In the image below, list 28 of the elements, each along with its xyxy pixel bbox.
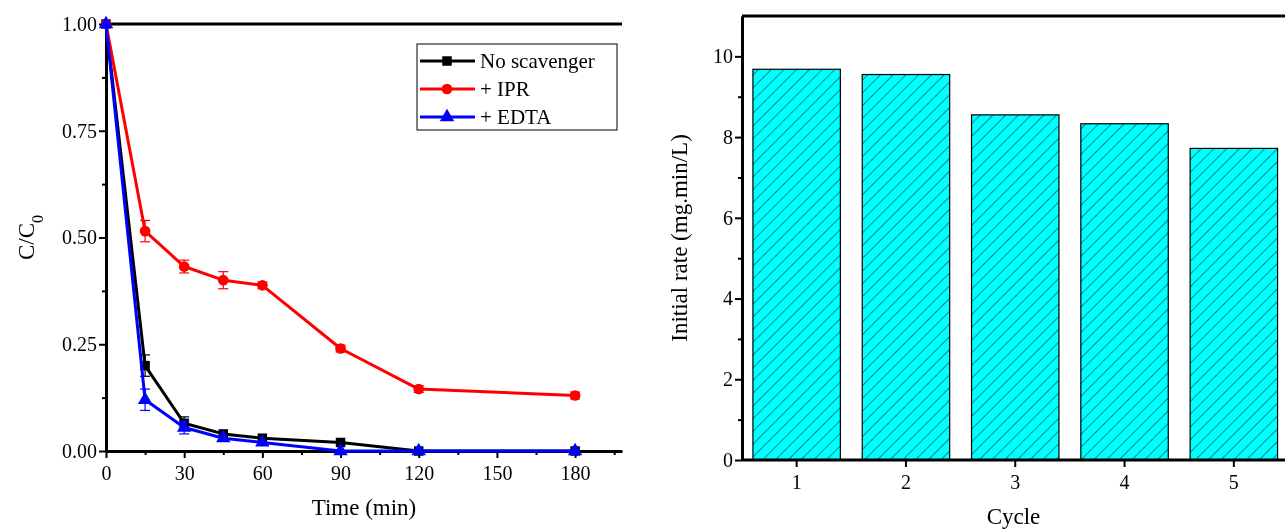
legend-label: + IPR [480,77,530,101]
y-tick-label: 8 [723,125,733,148]
x-tick-label: 30 [174,462,195,484]
x-tick-label: 3 [1010,471,1021,493]
x-tick-label: 0 [101,462,112,484]
y-tick-label: 4 [723,287,733,310]
x-tick-label: 150 [482,462,513,484]
y-tick-label: 0.75 [62,119,97,142]
x-tick-label: 4 [1119,471,1130,493]
x-axis-title: Time (min) [311,495,417,520]
x-tick-label: 5 [1228,471,1239,493]
legend-label: + EDTA [480,105,553,129]
y-tick-label: 0.50 [62,226,97,249]
y-tick-label: 1.00 [62,12,97,35]
y-tick-label: 0.25 [62,333,97,356]
x-tick-label: 180 [560,462,591,484]
y-tick-label: 6 [723,206,733,229]
x-tick-label: 1 [791,471,802,493]
x-tick-label: 90 [331,462,352,484]
x-tick-label: 60 [252,462,273,484]
y-tick-label: 0.00 [62,439,97,462]
legend-label: No scavenger [480,49,595,73]
y-tick-label: 10 [713,45,733,68]
x-axis-title: Cycle [986,504,1041,529]
y-axis-title: Initial rate (mg.min/L) [667,134,692,342]
y-tick-label: 2 [723,368,733,391]
x-tick-label: 120 [404,462,435,484]
x-tick-label: 2 [900,471,911,493]
